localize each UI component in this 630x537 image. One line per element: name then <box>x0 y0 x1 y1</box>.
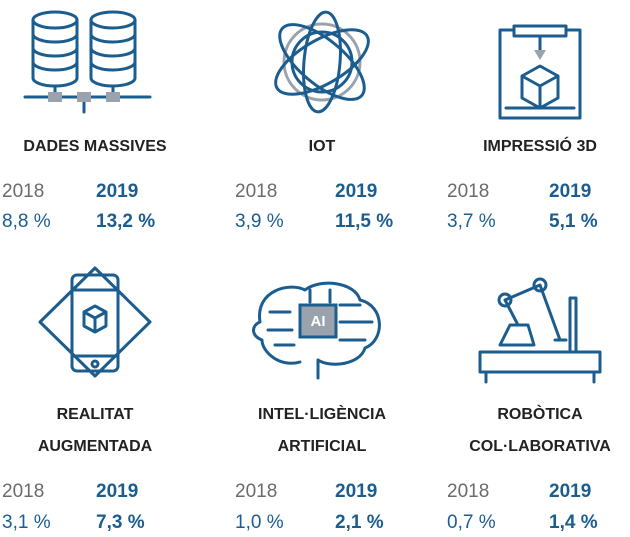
value-label: 8,8 % <box>2 211 51 232</box>
item-title: COL·LABORATIVA <box>469 438 611 455</box>
year-label: 2019 <box>96 481 138 502</box>
year-label: 2019 <box>549 181 591 202</box>
year-label: 2018 <box>235 481 277 502</box>
year-label: 2018 <box>447 481 489 502</box>
icon-ai: AI <box>254 283 380 378</box>
item-title: AUGMENTADA <box>38 438 153 455</box>
item-title: ROBÒTICA <box>497 404 583 423</box>
infographic: AI DADES MASSIVES 2018 2019 8,8 % 13,2 % IOT 2… <box>0 0 630 537</box>
item-title: REALITAT <box>57 406 134 423</box>
value-label: 5,1 % <box>549 211 598 232</box>
year-label: 2019 <box>549 481 591 502</box>
value-label: 3,9 % <box>235 211 284 232</box>
year-label: 2019 <box>335 481 377 502</box>
item-title: INTEL·LIGÈNCIA <box>258 404 386 423</box>
icon-ai-chip: AI <box>311 313 326 330</box>
year-label: 2018 <box>447 181 489 202</box>
icon-collaborative-robotics <box>480 279 600 382</box>
page: AI DADES MASSIVES 2018 2019 8,8 % 13,2 % IOT 2… <box>0 0 630 537</box>
year-label: 2018 <box>235 181 277 202</box>
icon-big-data <box>25 12 150 112</box>
item-title: DADES MASSIVES <box>23 138 166 155</box>
item-title: IMPRESSIÓ 3D <box>483 136 597 155</box>
item-title: ARTIFICIAL <box>278 438 367 455</box>
icon-3d-printing <box>500 26 580 118</box>
value-label: 11,5 % <box>335 211 393 232</box>
year-label: 2019 <box>96 181 138 202</box>
value-label: 1,0 % <box>235 512 284 533</box>
value-label: 1,4 % <box>549 512 598 533</box>
value-label: 7,3 % <box>96 512 145 533</box>
value-label: 3,1 % <box>2 512 51 533</box>
item-title: IOT <box>309 138 336 155</box>
value-label: 13,2 % <box>96 211 155 232</box>
value-label: 3,7 % <box>447 211 496 232</box>
year-label: 2019 <box>335 181 377 202</box>
year-label: 2018 <box>2 481 44 502</box>
value-label: 2,1 % <box>335 512 384 533</box>
icon-iot <box>266 11 378 114</box>
icon-augmented-reality <box>40 268 150 376</box>
value-label: 0,7 % <box>447 512 496 533</box>
year-label: 2018 <box>2 181 44 202</box>
